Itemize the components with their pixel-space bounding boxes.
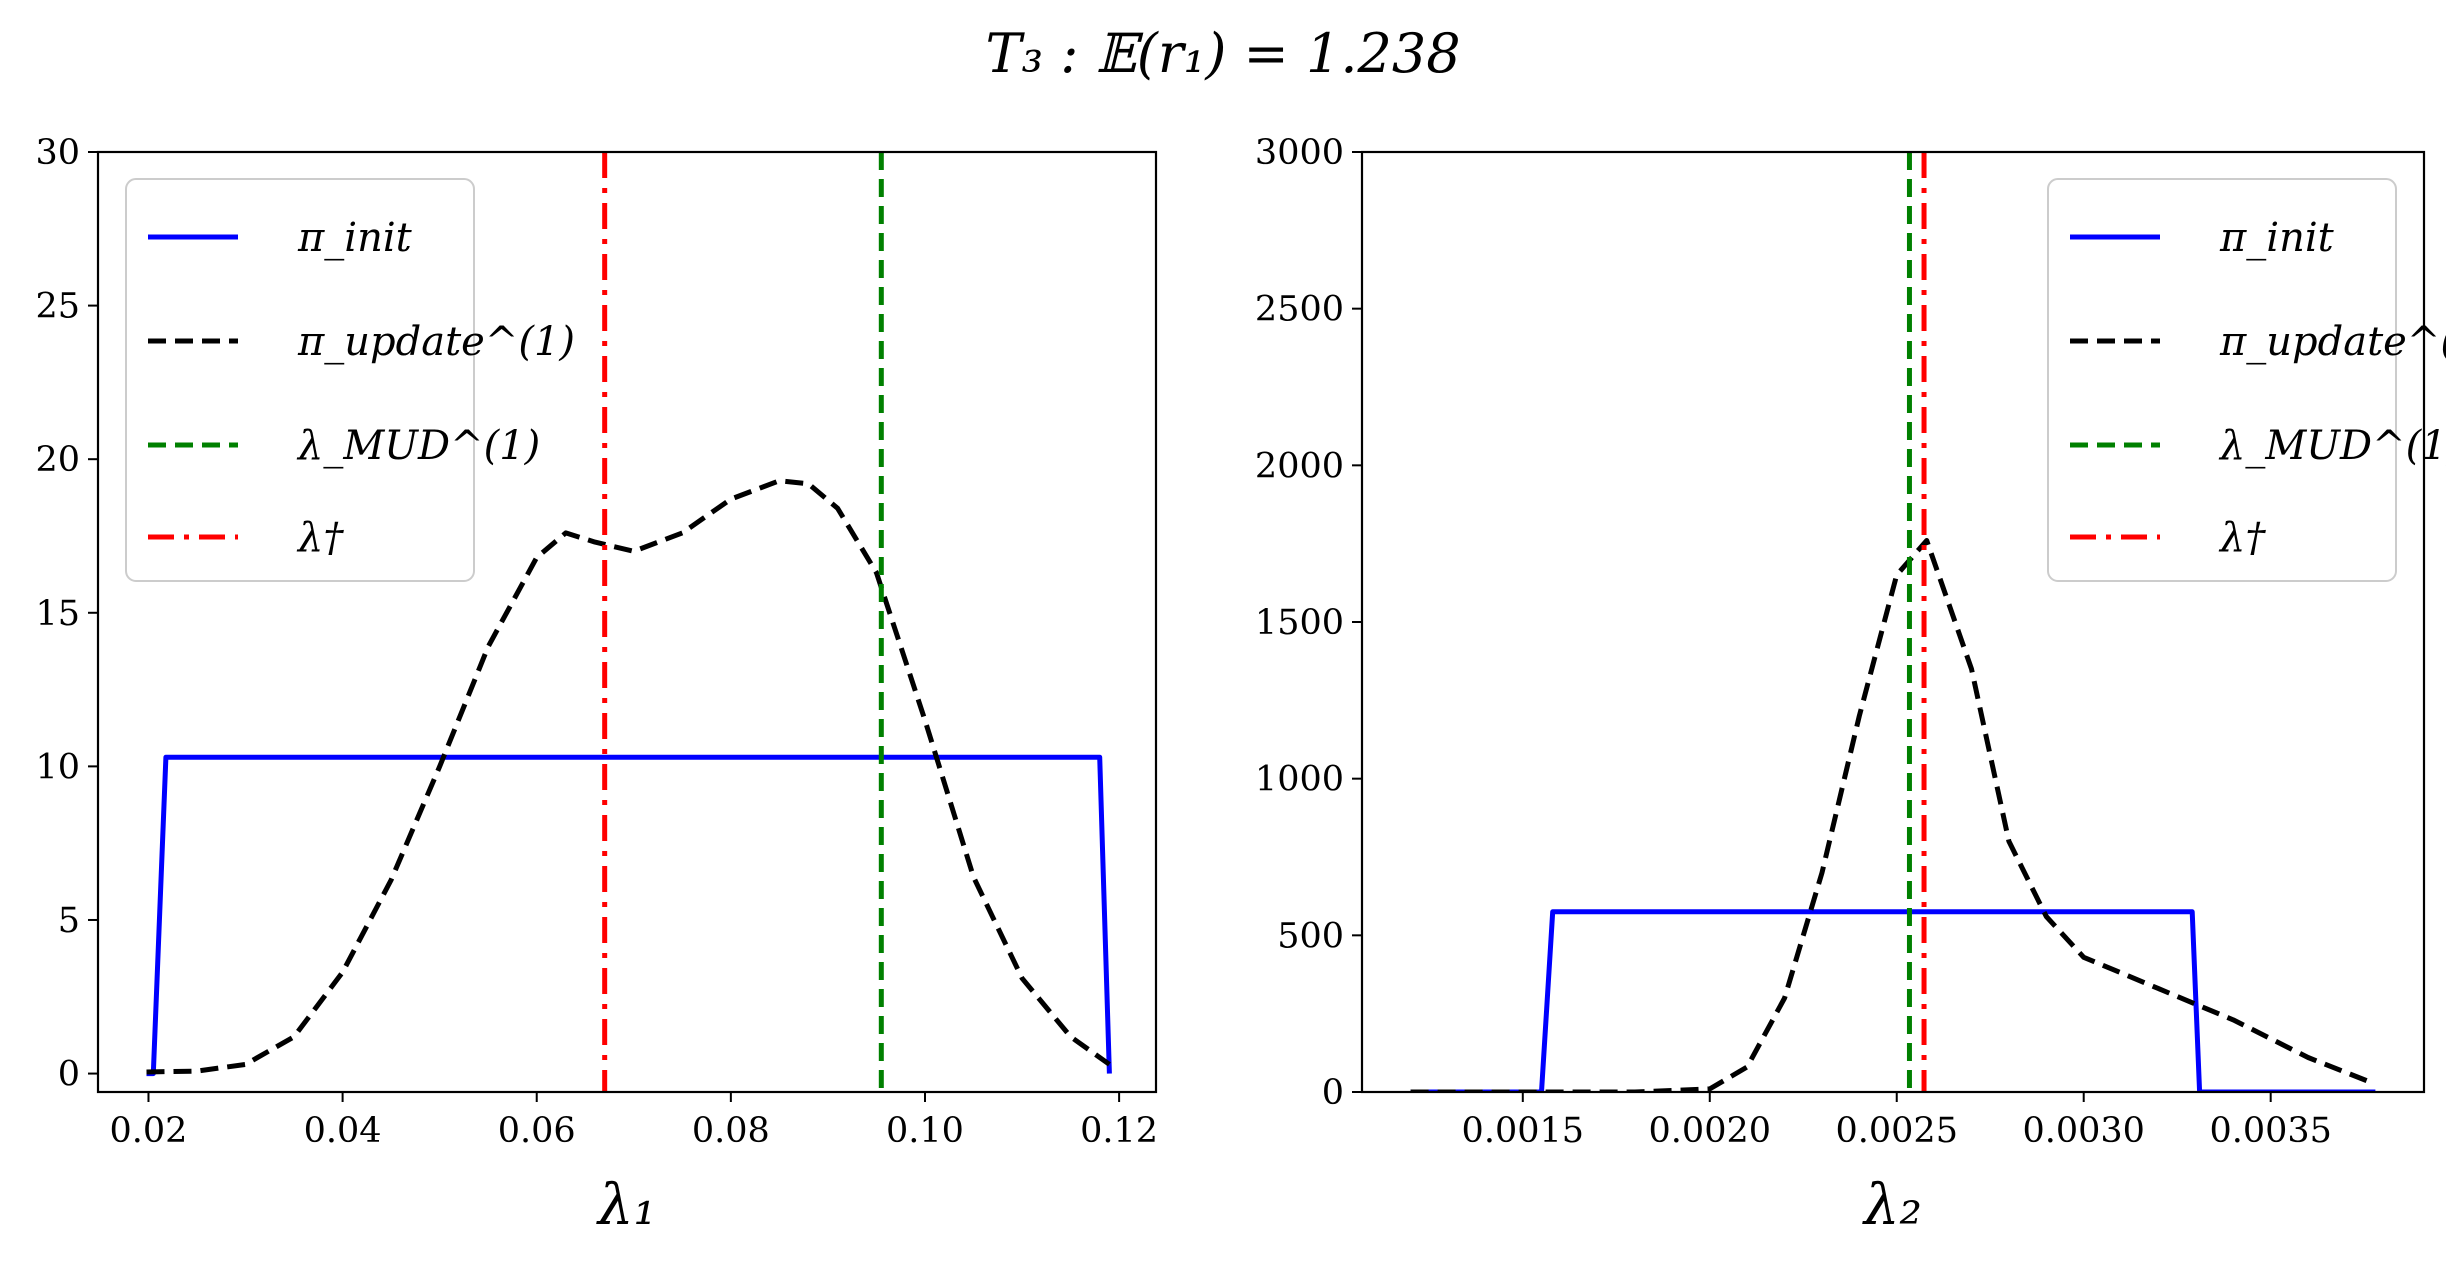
legend-label: π_update^(1) [297,319,575,365]
y-tick-label: 25 [35,287,80,327]
x-tick-label: 0.0030 [2022,1111,2144,1151]
plot-area [146,152,1112,1092]
x-tick-label: 0.08 [692,1111,770,1151]
y-tick-label: 500 [1277,916,1344,956]
x-tick-label: 0.12 [1080,1111,1158,1151]
figure-title: T₃ : 𝔼(r₁) = 1.238 [985,22,1460,85]
y-tick-label: 1500 [1255,603,1344,643]
y-tick-label: 30 [35,133,80,173]
y-tick-label: 3000 [1255,133,1344,173]
legend: π_init π_update^(1) λ_MUD^(1) λ† [125,178,575,582]
x-axis-label: λ₁ [596,1173,656,1238]
y-tick-label: 5 [58,901,80,941]
legend-label: λ_MUD^(1) [2218,423,2446,469]
x-tick-label: 0.04 [304,1111,382,1151]
legend-box [125,178,475,582]
legend-label: π_init [297,215,413,261]
x-tick-label: 0.10 [886,1111,964,1151]
legend-label: π_init [2219,215,2335,261]
x-tick-label: 0.0020 [1649,1111,1771,1151]
series-pi-update [1410,538,2373,1092]
legend-label: π_update^(1) [2219,319,2446,365]
axes-frame [1360,150,2426,1094]
y-tick-label: 10 [35,747,80,787]
x-tick-label: 0.0025 [1836,1111,1958,1151]
series-pi-init [1410,909,2376,1092]
right-subplot: 0.0015 0.0020 0.0025 0.0030 0.0035 0 500 1000 15… [1255,133,2446,1238]
x-tick-label: 0.02 [110,1111,188,1151]
x-tick-label: 0.0015 [1462,1111,1584,1151]
y-tick-label: 20 [35,440,80,480]
legend: π_init π_update^(1) λ_MUD^(1) λ† [2047,178,2446,582]
x-axis-label: λ₂ [1862,1173,1922,1238]
y-tick-label: 0 [1322,1073,1344,1113]
plot-area [1410,152,2376,1092]
y-tick-label: 0 [58,1055,80,1095]
y-tick-label: 2000 [1255,446,1344,486]
y-tick-label: 15 [35,594,80,634]
y-tick-label: 1000 [1255,760,1344,800]
legend-box [2047,178,2397,582]
x-tick-label: 0.06 [498,1111,576,1151]
x-tick-label: 0.0035 [2209,1111,2331,1151]
axes-frame [96,150,1158,1094]
left-subplot: 0.02 0.04 0.06 0.08 0.10 0.12 0 5 10 15 20 25 30 λ₁ π_… [35,133,1158,1238]
legend-label: λ† [296,515,344,561]
y-tick-label: 2500 [1255,290,1344,330]
legend-label: λ† [2218,515,2266,561]
legend-label: λ_MUD^(1) [296,423,540,469]
